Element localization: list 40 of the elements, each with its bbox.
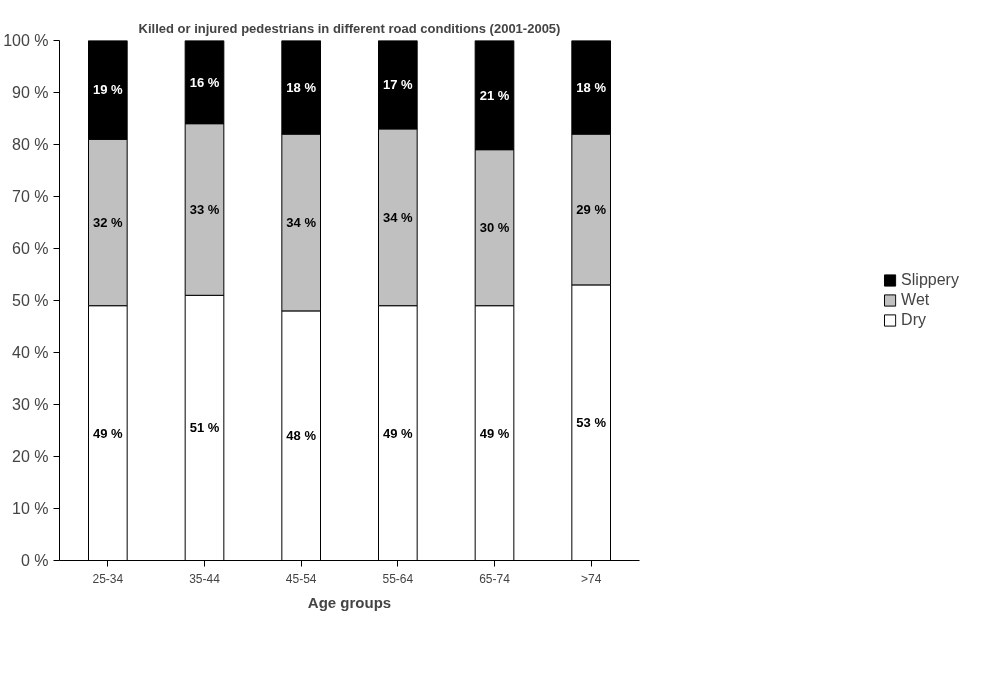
x-tick-label: 25-34	[92, 571, 124, 586]
y-tick-label: 20 %	[12, 448, 49, 465]
chart-title: Killed or injured pedestrians in different road conditions (2001-2005)	[138, 20, 561, 36]
data-label: 51 %	[189, 420, 220, 436]
y-tick-label: 100 %	[3, 32, 49, 49]
x-tick-label: 35-44	[189, 571, 221, 586]
x-tick-label: 65-74	[479, 571, 511, 586]
y-tick-label: 0 %	[20, 552, 49, 569]
data-label: 18 %	[286, 79, 317, 95]
x-tick-label: >74	[580, 571, 602, 586]
y-tick-label: 80 %	[12, 136, 49, 153]
data-label: 29 %	[576, 202, 607, 217]
data-label: 33 %	[189, 202, 220, 217]
legend-label: Dry	[901, 311, 926, 329]
data-label: 16 %	[189, 74, 220, 90]
data-label: 34 %	[286, 215, 317, 230]
data-label: 34 %	[383, 209, 414, 225]
y-tick-label: 70 %	[12, 188, 49, 205]
data-label: 49 %	[383, 425, 414, 441]
y-tick-label: 90 %	[12, 84, 49, 101]
data-label: 32 %	[93, 215, 124, 230]
legend-label: Slippery	[901, 271, 959, 289]
x-axis-title: Age groups	[307, 593, 392, 611]
y-tick-label: 40 %	[12, 344, 49, 361]
data-label: 49 %	[479, 425, 510, 441]
data-label: 19 %	[93, 82, 124, 98]
x-tick-label: 55-64	[382, 571, 414, 586]
data-label: 18 %	[576, 79, 607, 95]
data-label: 49 %	[93, 425, 124, 441]
y-tick-label: 30 %	[12, 396, 49, 413]
data-label: 21 %	[479, 87, 510, 103]
y-tick-label: 50 %	[12, 292, 49, 309]
y-tick-label: 10 %	[12, 500, 49, 517]
data-label: 30 %	[479, 220, 510, 236]
data-label: 53 %	[576, 415, 607, 431]
legend-label: Wet	[901, 291, 930, 309]
y-tick-label: 60 %	[12, 240, 49, 257]
data-label: 48 %	[286, 428, 317, 444]
x-tick-label: 45-54	[285, 571, 317, 586]
data-label: 17 %	[383, 77, 414, 93]
